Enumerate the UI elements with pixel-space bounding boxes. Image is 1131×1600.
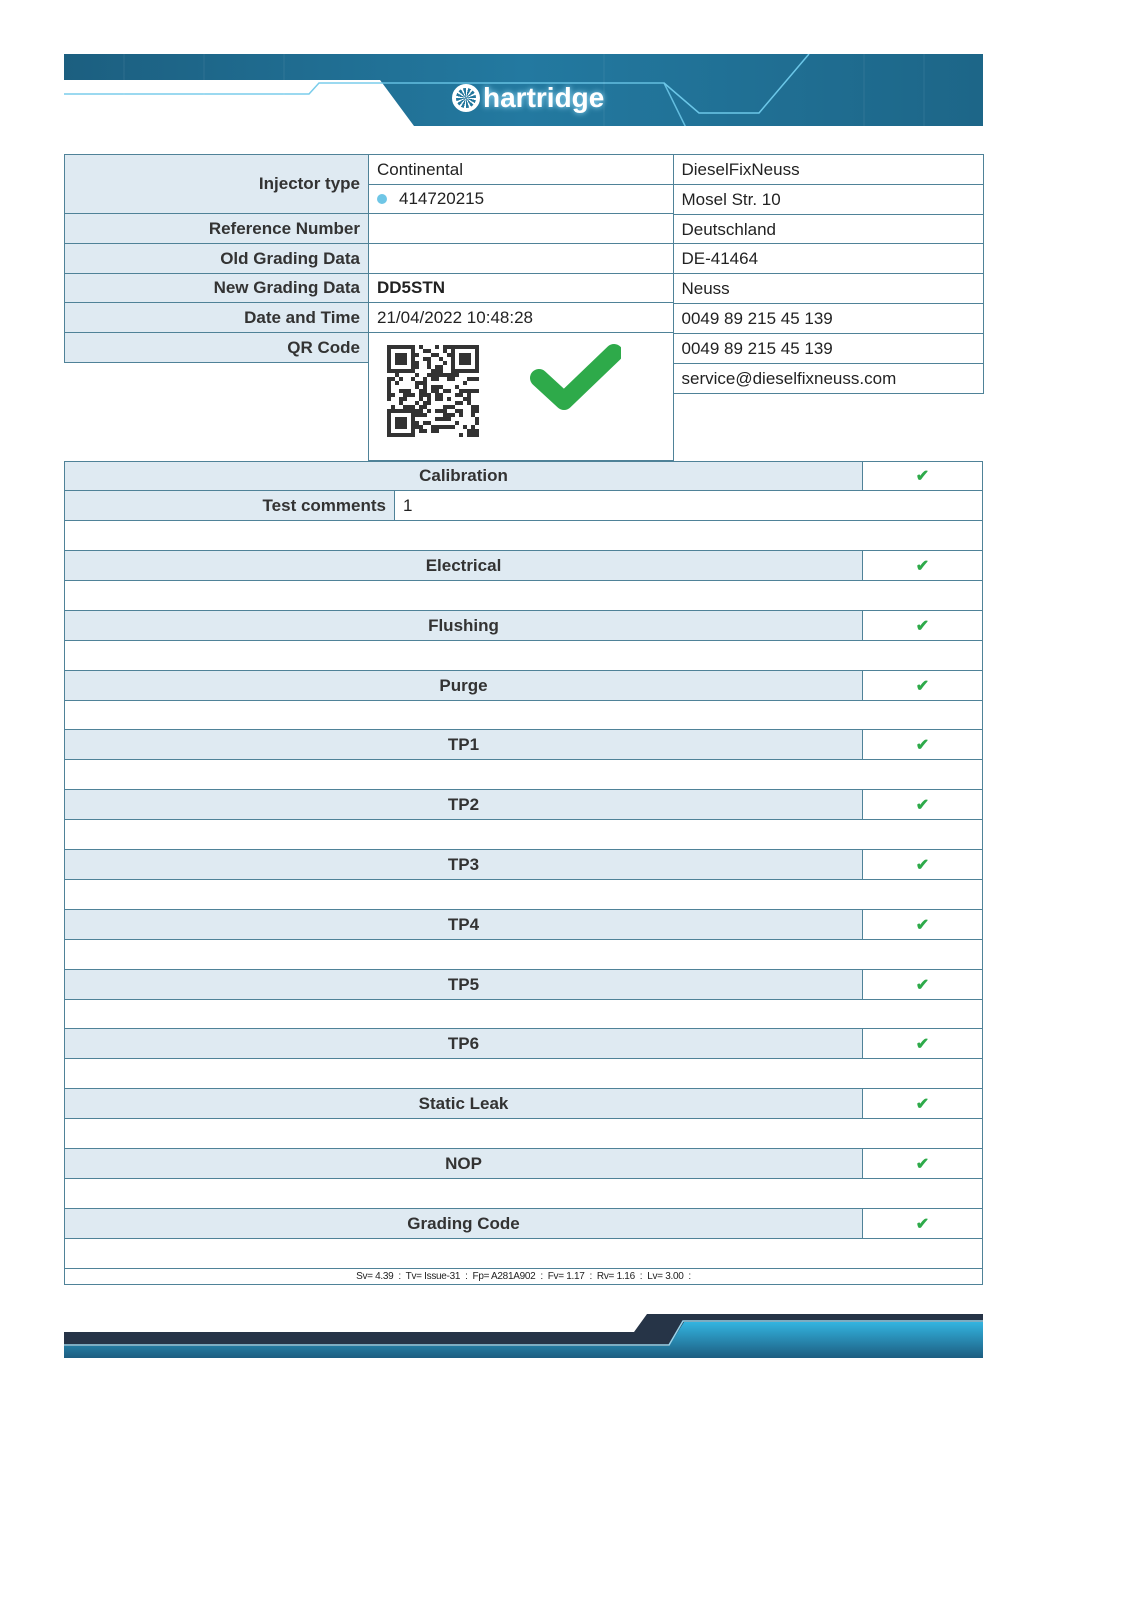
test-comments-label: Test comments [64, 490, 395, 521]
check-icon: ✔ [915, 976, 930, 994]
section-tp3: TP3 [64, 849, 863, 880]
section-detail [64, 580, 983, 611]
section-status: ✔ [862, 1088, 983, 1119]
section-status: ✔ [862, 909, 983, 940]
company-line: service@dieselfixneuss.com [672, 363, 984, 394]
check-icon: ✔ [915, 736, 930, 754]
check-icon: ✔ [915, 468, 930, 485]
section-detail [64, 939, 983, 970]
label-reference-number: Reference Number [64, 213, 369, 244]
check-icon: ✔ [915, 677, 930, 695]
section-detail [64, 999, 983, 1030]
section-detail [64, 1058, 983, 1089]
globe-icon [377, 194, 387, 204]
section-detail [64, 1178, 983, 1209]
check-icon: ✔ [915, 557, 930, 575]
company-line: 0049 89 215 45 139 [672, 303, 984, 334]
hartridge-logo: hartridge [452, 82, 604, 114]
section-nop: NOP [64, 1148, 863, 1179]
check-icon: ✔ [915, 796, 930, 814]
header-banner [64, 54, 983, 126]
firmware-footer: Sv= 4.39 : Tv= Issue-31 : Fp= A281A902 :… [64, 1268, 983, 1285]
section-flushing: Flushing [64, 610, 863, 641]
section-static-leak: Static Leak [64, 1088, 863, 1119]
test-comments-value: 1 [394, 490, 983, 521]
company-block: DieselFixNeuss Mosel Str. 10 Deutschland DE… [672, 154, 984, 461]
section-status: ✔ [862, 969, 983, 1000]
section-electrical: Electrical [64, 550, 863, 581]
section-tp1: TP1 [64, 729, 863, 760]
section-tp2: TP2 [64, 789, 863, 820]
pass-checkmark-icon [530, 344, 621, 410]
section-detail [64, 640, 983, 671]
check-icon: ✔ [915, 1155, 930, 1173]
company-line: Neuss [672, 273, 984, 304]
section-status: ✔ [862, 670, 983, 701]
footer-banner [64, 1314, 983, 1358]
section-detail [64, 879, 983, 910]
section-tp5: TP5 [64, 969, 863, 1000]
wheel-icon [452, 84, 480, 112]
section-status: ✔ [862, 849, 983, 880]
section-tp6: TP6 [64, 1028, 863, 1059]
check-icon: ✔ [915, 856, 930, 874]
section-grading-code: Grading Code [64, 1208, 863, 1239]
section-detail [64, 1118, 983, 1149]
calibration-status: ✔ [862, 461, 983, 491]
section-detail [64, 819, 983, 850]
old-grading-value [368, 243, 674, 274]
company-line: DE-41464 [672, 243, 984, 274]
company-line: Mosel Str. 10 [672, 184, 984, 215]
label-old-grading: Old Grading Data [64, 243, 369, 274]
section-status: ✔ [862, 789, 983, 820]
section-status: ✔ [862, 610, 983, 641]
section-detail [64, 520, 983, 551]
section-status: ✔ [862, 729, 983, 760]
company-line: 0049 89 215 45 139 [672, 333, 984, 364]
section-calibration: Calibration [64, 461, 863, 491]
section-status: ✔ [862, 1028, 983, 1059]
qr-cell [368, 332, 674, 461]
section-status: ✔ [862, 1148, 983, 1179]
qr-code [387, 345, 479, 437]
section-tp4: TP4 [64, 909, 863, 940]
logo-text: hartridge [483, 82, 605, 113]
check-icon: ✔ [915, 916, 930, 934]
check-icon: ✔ [915, 617, 930, 635]
company-line: Deutschland [672, 214, 984, 245]
manufacturer-value: Continental [368, 154, 674, 185]
new-grading-value: DD5STN [368, 273, 674, 303]
section-detail [64, 1238, 983, 1269]
label-date-time: Date and Time [64, 302, 369, 333]
company-line: DieselFixNeuss [672, 154, 984, 185]
section-detail [64, 700, 983, 731]
section-status: ✔ [862, 550, 983, 581]
part-number-value: 414720215 [368, 184, 674, 214]
check-icon: ✔ [915, 1035, 930, 1053]
section-status: ✔ [862, 1208, 983, 1239]
label-new-grading: New Grading Data [64, 273, 369, 303]
check-icon: ✔ [915, 1215, 930, 1233]
label-qr-code: QR Code [64, 332, 369, 363]
check-icon: ✔ [915, 1095, 930, 1113]
section-purge: Purge [64, 670, 863, 701]
label-injector-type: Injector type [64, 154, 369, 214]
reference-number-value [368, 213, 674, 244]
section-detail [64, 759, 983, 790]
date-time-value: 21/04/2022 10:48:28 [368, 302, 674, 333]
